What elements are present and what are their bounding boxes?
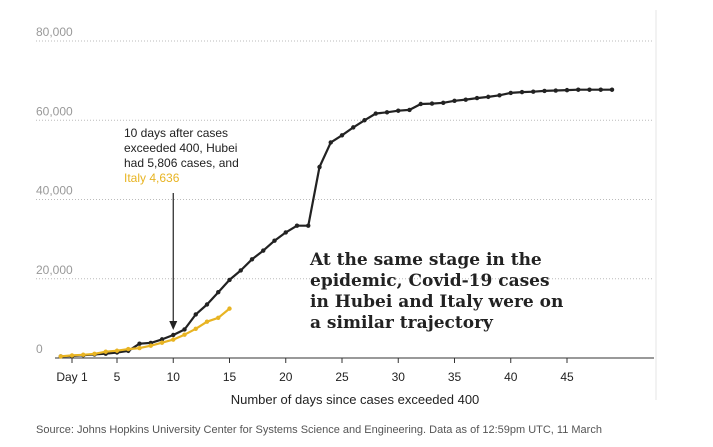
series-point [159,337,165,342]
series-point [114,348,120,353]
annotation-line: exceeded 400, Hubei [124,141,237,155]
series-point [542,88,547,94]
series-point [441,100,446,106]
series-point [497,93,502,98]
source-note: Source: Johns Hopkins University Center … [36,424,602,436]
series-point [204,302,210,307]
series-point [283,230,288,235]
x-axis-label: Number of days since cases exceeded 400 [231,392,480,407]
series-point [463,97,468,102]
headline-line: At the same stage in the [309,250,542,270]
series-point [429,101,435,106]
series-point [69,353,75,358]
grid [36,40,654,280]
series-point [193,312,198,317]
annotation-line: had 5,806 cases, and [124,156,239,170]
x-axis-ticks: Day 1 5 10 15 20 25 30 35 40 45 [56,358,574,384]
series-point [564,87,570,93]
y-tick-label: 80,000 [36,25,73,39]
series-point [328,140,333,145]
series-point [396,108,401,113]
series-point [486,94,491,100]
series-point [137,341,142,346]
series-point [137,345,142,351]
series-point [238,268,243,273]
series-point [553,88,558,93]
x-tick-label: 35 [448,370,462,384]
y-tick-label: 40,000 [36,184,73,198]
series-point [92,351,97,357]
y-axis-ticks: 0 20,000 40,000 60,000 80,000 [36,25,73,356]
y-tick-label: 60,000 [36,104,73,118]
series-point [519,89,525,95]
series-point [609,87,615,92]
series-point [249,257,255,262]
x-tick-label: 10 [167,370,181,384]
series-point [272,238,277,243]
headline-line: in Hubei and Italy were on [310,292,563,312]
series-point [216,315,221,320]
y-tick-label: 0 [36,342,43,356]
x-tick-label: 45 [560,370,574,384]
x-tick-label: Day 1 [56,370,88,384]
series-point [598,87,603,92]
headline-line: a similar trajectory [310,313,494,333]
series-point [227,277,232,283]
series-point [58,354,63,359]
series-point [317,164,322,170]
x-tick-label: 40 [504,370,518,384]
series-point [159,340,165,345]
series-point [474,95,480,101]
series-point [148,343,153,348]
series-point [306,223,311,228]
series-point [576,87,581,92]
series-point [171,332,176,338]
annotation-line: 10 days after cases [124,126,228,140]
series-point [204,319,210,324]
series-point [587,87,592,92]
x-tick-label: 25 [335,370,349,384]
series-line [60,307,231,358]
series-point [103,349,108,354]
series-point [261,248,266,253]
headline-line: epidemic, Covid-19 cases [310,271,550,291]
series-point [171,337,176,342]
x-tick-label: 15 [223,370,237,384]
series-group [58,87,615,359]
series-point [452,98,457,104]
series-point [407,107,412,113]
series-point [182,332,187,337]
series-point [508,90,513,96]
series-point [216,290,221,295]
series-point [418,101,423,107]
series-point [126,346,131,352]
series-point [182,327,187,332]
series-point [81,352,86,357]
series-point [193,326,198,331]
x-tick-label: 30 [392,370,406,384]
series-point [294,223,300,228]
series-point [362,118,367,123]
series-point [339,133,345,138]
x-tick-label: 5 [114,370,121,384]
series-point [373,111,378,116]
annotation-arrow-head [169,321,178,330]
series-point [351,125,356,130]
series-point [531,89,536,94]
x-tick-label: 20 [279,370,293,384]
y-tick-label: 20,000 [36,263,73,277]
annotation-line: Italy 4,636 [124,171,180,185]
series-point [384,110,390,115]
series-point [227,306,232,311]
